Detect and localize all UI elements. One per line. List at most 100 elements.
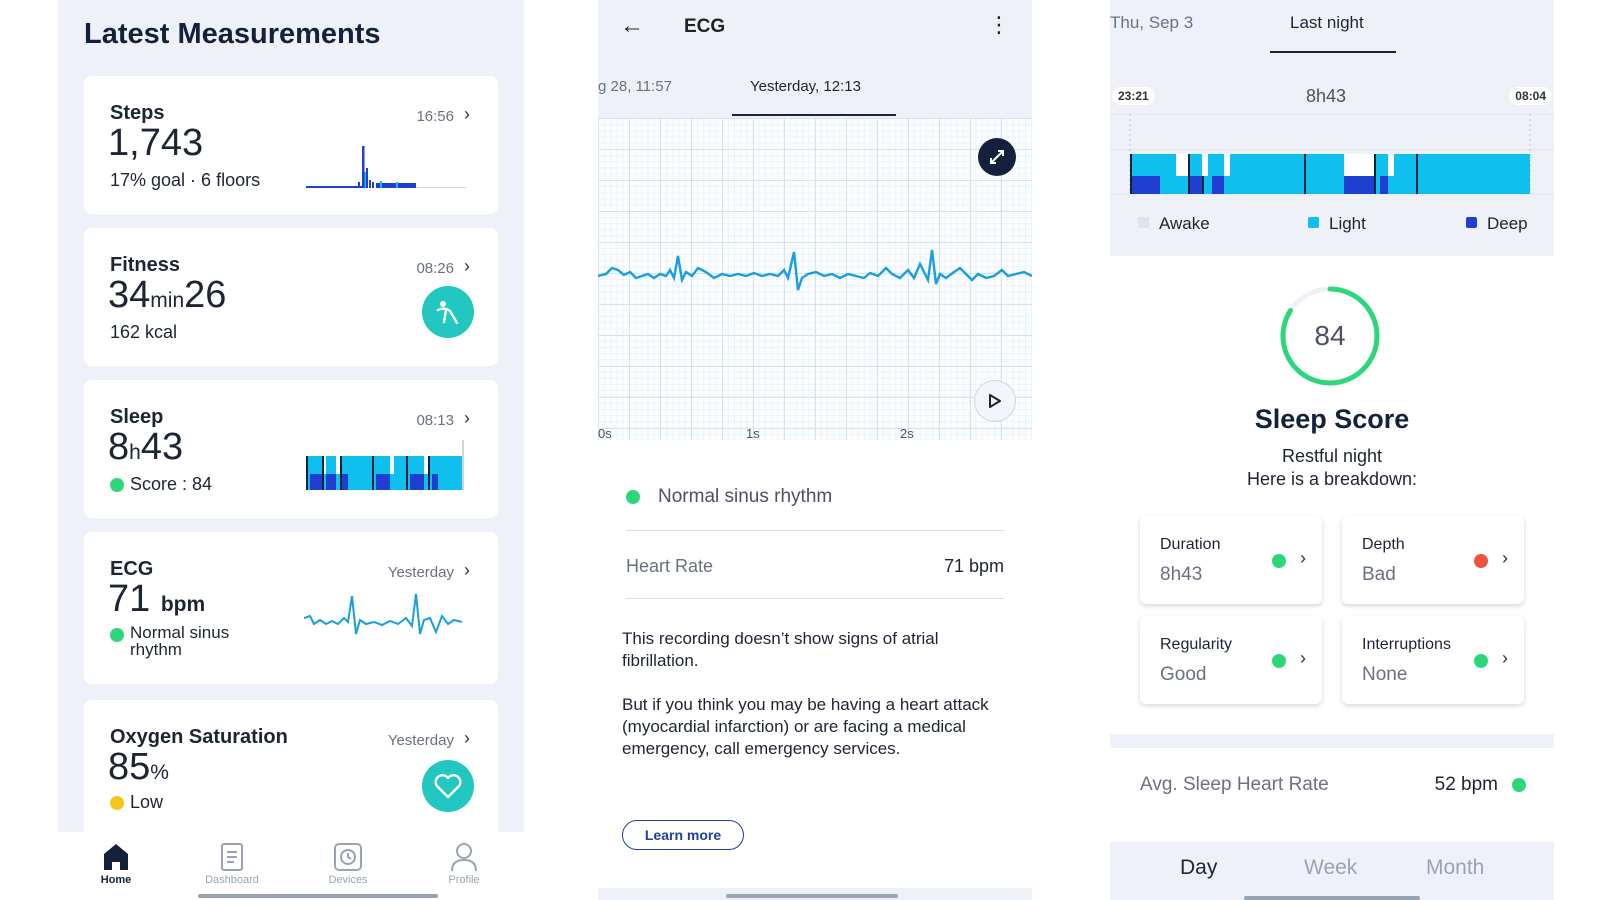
steps-title: Steps [110,102,165,124]
steps-time: 16:56 [416,108,454,125]
oxygen-card[interactable]: Oxygen Saturation Yesterday › 85% Low [84,700,498,840]
period-week[interactable]: Week [1304,856,1358,879]
chevron-right-icon: › [464,104,470,124]
sleep-duration: 8h43 [1306,86,1347,106]
metric-card-depth[interactable]: Depth Bad › [1342,516,1524,604]
period-day[interactable]: Day [1180,856,1218,879]
chevron-right-icon: › [464,728,470,748]
watch-icon [290,840,406,874]
legend-swatch [1138,217,1149,228]
fitness-card[interactable]: Fitness 08:26 › 34min26 162 kcal [84,228,498,366]
steps-value: 1,743 [108,122,204,164]
sleep-score-ring [1280,286,1380,386]
fitness-value: 34min26 [108,274,227,316]
breakdown-intro: Here is a breakdown: [1246,469,1418,489]
heart-rate-label: Heart Rate [626,556,714,576]
status-dot [1474,554,1488,568]
status-dot [1272,654,1286,668]
divider [626,530,1004,531]
tab-devices[interactable]: Devices [290,840,406,886]
status-dot [626,489,640,504]
bottom-tab-bar: Home Dashboard Devices Profile [58,832,524,900]
sleep-time: 08:13 [416,412,454,429]
section-divider [1110,734,1554,748]
ecg-graph [598,118,1032,440]
expand-icon[interactable] [978,138,1016,176]
steps-card[interactable]: Steps 16:56 › 1,743 17% goal · 6 floors [84,76,498,214]
ecg-title: ECG [110,558,154,580]
ecg-rhythm: Normal sinus rhythm [110,624,229,658]
sleep-card[interactable]: Sleep 08:13 › 8h43 Score : 84 [84,380,498,518]
page-title: Latest Measurements [84,18,381,50]
chevron-right-icon: › [1300,548,1306,568]
legend-awake: Awake [1138,214,1210,234]
home-screen: Latest Measurements Steps 16:56 › 1,743 … [58,0,524,900]
tab-current-recording[interactable]: Yesterday, 12:13 [750,78,861,95]
metric-card-regularity[interactable]: Regularity Good › [1140,616,1322,704]
tab-dashboard[interactable]: Dashboard [174,840,290,886]
activity-icon [422,286,474,338]
steps-mini-chart [306,146,466,188]
back-arrow-icon[interactable]: ← [620,12,644,39]
fitness-subtitle: 162 kcal [110,322,178,342]
chevron-right-icon: › [464,256,470,276]
sleep-timeline-chart: 23:21 8h43 08:04 [1110,54,1554,256]
chevron-right-icon: › [464,408,470,428]
emergency-notice: But if you think you may be having a hea… [622,695,989,758]
period-month[interactable]: Month [1426,856,1485,879]
tab-home[interactable]: Home [58,840,174,886]
oxygen-time: Yesterday [387,732,454,749]
tick-label: 0s [598,426,612,441]
page-title: ECG [684,16,726,37]
person-icon [406,840,522,874]
oxygen-value: 85% [108,746,169,788]
tab-previous-recording[interactable]: g 28, 11:57 [598,78,672,95]
home-indicator [198,894,438,898]
ecg-screen: ← ECG ⋮ g 28, 11:57 Yesterday, 12:13 0s … [598,0,1032,900]
ecg-card[interactable]: ECG Yesterday › 71 bpm Normal sinus rhyt… [84,532,498,684]
rhythm-result: Normal sinus rhythm [626,486,832,508]
sleep-header: Thu, Sep 3 Last night [1110,0,1554,54]
learn-more-button[interactable]: Learn more [622,820,744,850]
status-dot [1512,778,1526,792]
metric-card-interruptions[interactable]: Interruptions None › [1342,616,1524,704]
tab-profile[interactable]: Profile [406,840,522,886]
ecg-header: ← ECG ⋮ g 28, 11:57 Yesterday, 12:13 [598,0,1032,118]
avg-sleep-hr-label: Avg. Sleep Heart Rate [1140,774,1329,795]
legend-light: Light [1308,214,1366,234]
ecg-time: Yesterday [387,564,454,581]
oxygen-title: Oxygen Saturation [110,726,288,748]
tab-last-night[interactable]: Last night [1290,13,1364,32]
sleep-score: Score : 84 [110,474,212,495]
status-dot [110,478,124,493]
period-selector: Day Week Month [1110,842,1554,900]
chevron-right-icon: › [1502,648,1508,668]
legend-swatch [1308,217,1319,228]
sleep-stages-bars [1110,113,1554,195]
tab-indicator [1270,51,1396,53]
avg-sleep-hr-value: 52 bpm [1434,774,1498,795]
legend-deep: Deep [1466,214,1528,234]
ecg-mini-chart [304,593,463,635]
sleep-score-title: Sleep Score [1254,404,1410,434]
home-icon [58,840,174,874]
sleep-end-time: 08:04 [1509,87,1552,105]
status-dot [1474,654,1488,668]
ecg-waveform [598,249,1032,291]
fitness-title: Fitness [110,254,181,276]
ecg-value: 71 bpm [108,578,206,620]
home-indicator [726,894,898,898]
more-vertical-icon[interactable]: ⋮ [988,12,1010,37]
metric-card-duration[interactable]: Duration 8h43 › [1140,516,1322,604]
sleep-value: 8h43 [108,426,184,468]
legend-swatch [1466,217,1477,228]
chevron-right-icon: › [1300,648,1306,668]
status-dot [110,796,124,811]
tab-indicator [732,114,896,116]
tick-label: 2s [900,426,914,441]
play-icon[interactable] [974,380,1016,422]
tick-label: 1s [746,426,760,441]
heart-rate-value: 71 bpm [943,556,1004,576]
tab-previous-night[interactable]: Thu, Sep 3 [1110,13,1194,32]
chevron-right-icon: › [1502,548,1508,568]
